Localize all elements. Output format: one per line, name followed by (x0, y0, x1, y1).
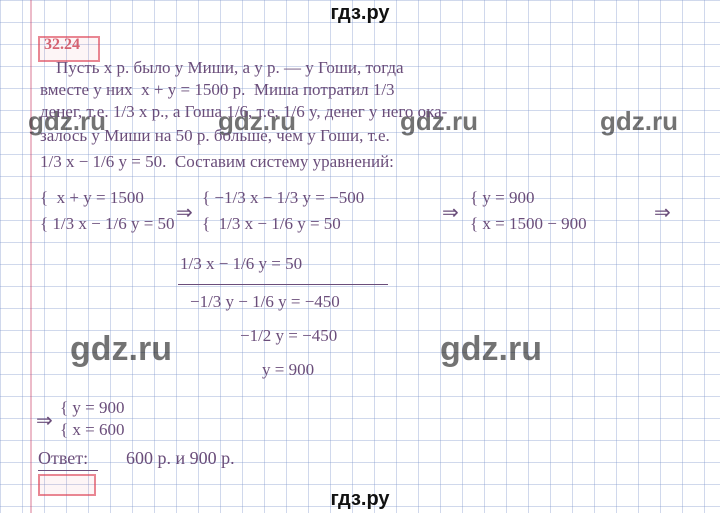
watermark: gdz.ru (440, 330, 542, 369)
arrow: ⇒ (36, 408, 53, 433)
arrow: ⇒ (654, 200, 671, 225)
hand-line: денег, т.е. 1/3 x р., а Гоша 1/6, т.е. 1… (40, 102, 447, 122)
hand-line: 1/3 x − 1/6 y = 50 (180, 254, 302, 274)
hand-line: { −1/3 x − 1/3 y = −500 (202, 188, 364, 208)
hand-line: { y = 900 (60, 398, 125, 418)
task-number: 32.24 (44, 36, 80, 54)
hand-line: { x + y = 1500 (40, 188, 144, 208)
hand-line: вместе у них x + y = 1500 р. Миша потрат… (40, 80, 395, 100)
site-header: гдз.ру (0, 2, 720, 25)
hand-line: { 1/3 x − 1/6 y = 50 (202, 214, 341, 234)
hand-line: { 1/3 x − 1/6 y = 50 (40, 214, 175, 234)
bottom-number-box (38, 474, 96, 496)
hand-line: −1/3 y − 1/6 y = −450 (190, 292, 340, 312)
hand-line: y = 900 (262, 360, 314, 380)
hand-line: 1/3 x − 1/6 y = 50. Составим систему ура… (40, 152, 394, 172)
arrow: ⇒ (442, 200, 459, 225)
hand-line: Пусть x р. было у Миши, а y р. — у Гоши,… (56, 58, 404, 78)
site-footer: гдз.ру (0, 488, 720, 513)
hand-line: { x = 1500 − 900 (470, 214, 587, 234)
watermark: gdz.ru (70, 330, 172, 369)
hand-line: −1/2 y = −450 (240, 326, 337, 346)
underline (178, 284, 388, 285)
hand-line: { x = 600 (60, 420, 125, 440)
hand-line: залось у Миши на 50 р. больше, чем у Гош… (40, 126, 390, 146)
answer-label: Ответ: (38, 448, 88, 469)
hand-line: { y = 900 (470, 188, 535, 208)
answer-underline (38, 470, 98, 471)
answer-text: 600 р. и 900 р. (126, 448, 235, 469)
arrow: ⇒ (176, 200, 193, 225)
red-margin (30, 0, 32, 513)
watermark: gdz.ru (600, 106, 678, 137)
